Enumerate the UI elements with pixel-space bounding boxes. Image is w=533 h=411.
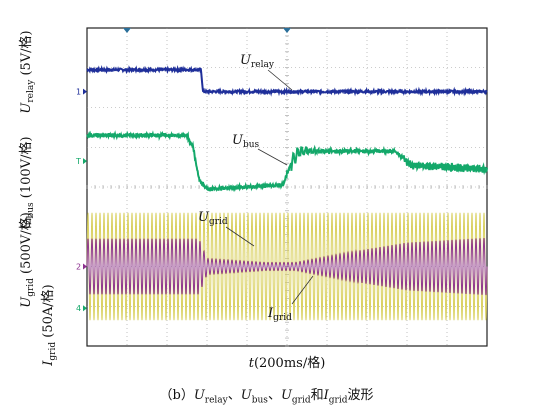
channel-marker: 1 bbox=[76, 88, 81, 97]
caption-part: Ugrid和 bbox=[280, 388, 324, 406]
trace-ubus bbox=[86, 130, 488, 193]
caption-part: Urelay、 bbox=[193, 388, 241, 406]
annotation-igrid: Igrid bbox=[267, 306, 292, 323]
ylabel-urelay: Urelay (5V/格) bbox=[18, 30, 36, 113]
channel-marker-arrow bbox=[83, 263, 87, 270]
leader-line bbox=[291, 275, 314, 305]
ylabel-igrid: Igrid (50A/格) bbox=[40, 284, 58, 366]
channel-marker-arrow bbox=[83, 158, 87, 165]
annotation-urelay: Urelay bbox=[240, 53, 275, 70]
waveform-layer: 1 T 2 4 bbox=[75, 64, 488, 321]
annotation-ugrid: Ugrid bbox=[198, 210, 228, 227]
channel-marker: 4 bbox=[76, 304, 81, 313]
leader-line bbox=[267, 69, 293, 91]
xlabel: t(200ms/格) bbox=[249, 355, 326, 371]
channel-marker-arrow bbox=[83, 305, 87, 312]
leader-line bbox=[225, 226, 255, 247]
channel-marker: T bbox=[75, 157, 81, 166]
annotation-ubus: Ubus bbox=[232, 133, 260, 150]
channel-marker-arrow bbox=[83, 88, 87, 95]
leader-line bbox=[257, 148, 288, 166]
caption-prefix: （b） bbox=[159, 388, 194, 403]
caption-part: Igrid波形 bbox=[323, 388, 374, 406]
ylabel-ugrid: Ugrid (500V/格) bbox=[18, 212, 36, 308]
trigger-marker bbox=[283, 28, 291, 33]
trigger-marker bbox=[123, 28, 131, 33]
channel-marker: 2 bbox=[76, 263, 81, 272]
trace-urelay bbox=[86, 64, 488, 97]
caption-part: Ubus、 bbox=[240, 388, 281, 406]
ylabel-ubus: Ubus (100V/格) bbox=[18, 136, 36, 229]
trace-igrid bbox=[86, 238, 488, 296]
axis-label-layer: Urelay (5V/格) Ubus (100V/格)Ugrid (500V/格)… bbox=[18, 30, 325, 371]
annotation-layer: Urelay Ubus Ugrid Igrid bbox=[198, 53, 314, 323]
figure-caption: （b）Urelay、Ubus、Ugrid和Igrid波形 bbox=[0, 384, 533, 406]
